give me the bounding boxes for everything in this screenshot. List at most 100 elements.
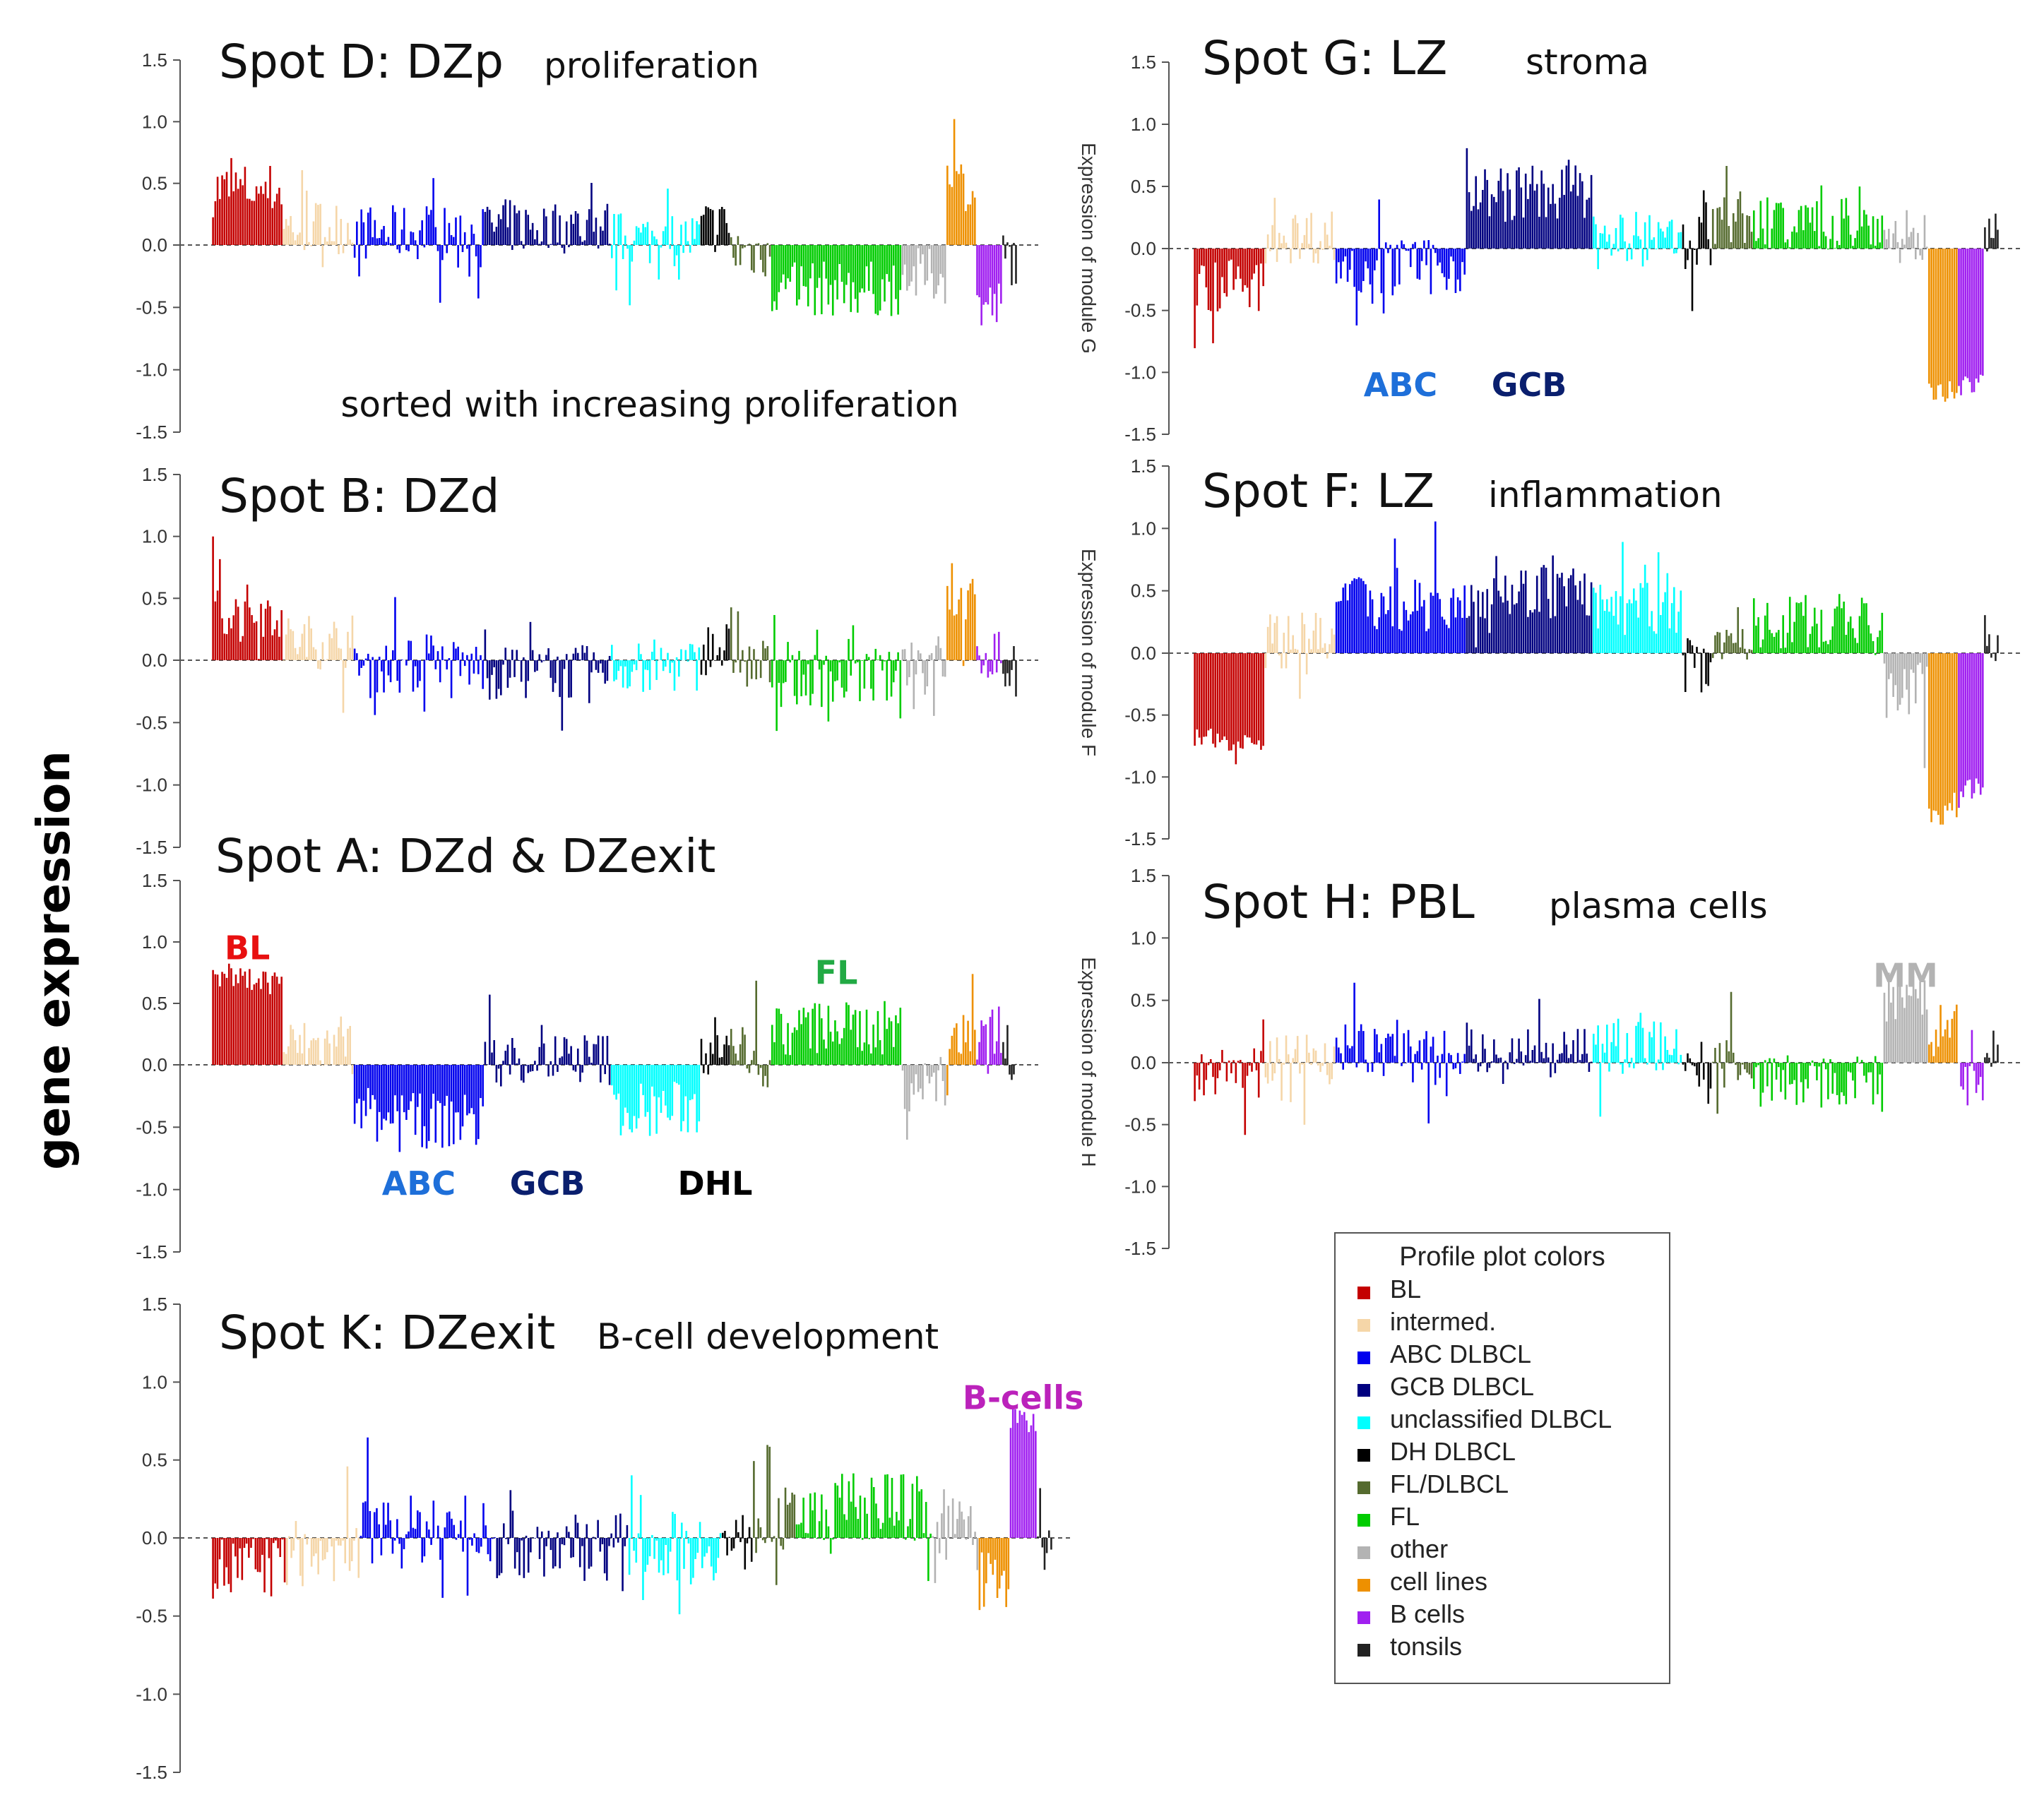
legend-title: Profile plot colors — [1399, 1242, 1605, 1272]
y-tick-label: -0.5 — [136, 712, 167, 733]
y-tick-label: 1.5 — [142, 49, 167, 71]
annotation-label: DHL — [678, 1164, 753, 1203]
y-tick-label: 1.0 — [1131, 927, 1156, 948]
bar-group-intermed- — [283, 169, 354, 268]
annotation-label: BL — [225, 929, 270, 967]
bar-group-gcb-dlbcl — [496, 1490, 629, 1592]
bar-group-tonsils — [1037, 1488, 1052, 1570]
legend-label: unclassified DLBCL — [1390, 1404, 1612, 1433]
bar-group-other — [1883, 653, 1928, 768]
y-tick-label: 0.5 — [142, 993, 167, 1014]
legend-label: tonsils — [1390, 1632, 1462, 1661]
bar-group-cell-lines — [1928, 653, 1958, 825]
y-tick-label: 0.0 — [1131, 1052, 1156, 1073]
bar-group-other — [1883, 972, 1928, 1063]
y-tick-label: 0.5 — [142, 1450, 167, 1471]
panel-subtitle: B-cell development — [597, 1316, 939, 1357]
bar-group-fl-dlbcl — [1711, 607, 1753, 660]
bar-group-cell-lines — [946, 974, 976, 1096]
panel-title: Spot B: DZd — [219, 469, 499, 523]
bar-group-other — [932, 1489, 979, 1583]
legend-label: B cells — [1390, 1599, 1465, 1628]
panel-ylabel: Expression of module F — [1078, 549, 1100, 756]
bar-group-b-cells — [976, 1006, 1002, 1074]
y-tick-label: 0.5 — [1131, 580, 1156, 602]
y-tick-label: -0.5 — [136, 1116, 167, 1138]
bar-group-intermed- — [1264, 1034, 1336, 1125]
legend-label: DH DLBCL — [1390, 1437, 1516, 1466]
y-tick-label: -1.0 — [136, 1683, 167, 1705]
legend-swatch — [1357, 1449, 1370, 1462]
y-tick-label: -1.0 — [1124, 362, 1156, 383]
panel-title: Spot G: LZ — [1202, 31, 1447, 85]
bar-group-abc-dlbcl — [360, 1437, 496, 1598]
bar-group-bl — [212, 1538, 286, 1599]
legend-swatch — [1357, 1546, 1370, 1559]
bar-group-tonsils — [1002, 235, 1017, 285]
y-tick-label: -1.5 — [1124, 828, 1156, 849]
bar-group-fl — [1752, 185, 1884, 250]
legend-label: BL — [1390, 1275, 1421, 1303]
y-tick-label: 1.5 — [1131, 455, 1156, 477]
panel-title: Spot A: DZd & DZexit — [215, 829, 715, 883]
legend-label: ABC DLBCL — [1390, 1339, 1531, 1368]
legend-label: FL — [1390, 1502, 1420, 1531]
bar-group-gcb-dlbcl — [1466, 998, 1593, 1085]
y-tick-label: -1.5 — [1124, 1238, 1156, 1259]
y-tick-label: 1.0 — [1131, 114, 1156, 135]
bar-group-cell-lines — [1928, 1004, 1958, 1063]
y-tick-label: 1.0 — [1131, 518, 1156, 539]
bar-group-dh-dlbcl — [721, 1515, 753, 1570]
bar-group-other — [1883, 210, 1928, 263]
bar-group-other — [901, 636, 946, 716]
bar-group-bl — [1194, 653, 1264, 765]
panels: 1.5 1.0 0.5 0.0 -0.5 -1.0 -1.5 Spot D: DZp proli… — [136, 31, 2020, 1783]
bar-group-intermed- — [285, 1466, 360, 1587]
bar-group-dh-dlbcl — [1682, 638, 1712, 693]
legend-swatch — [1357, 1611, 1370, 1624]
bar-group-gcb-dlbcl — [1466, 148, 1593, 249]
bar-group-fl-dlbcl — [730, 236, 771, 277]
panel-D: 1.5 1.0 0.5 0.0 -0.5 -1.0 -1.5 Spot D: DZp proli… — [136, 35, 1038, 443]
y-tick-label: -1.5 — [136, 837, 167, 858]
y-tick-label: -0.5 — [1124, 300, 1156, 321]
y-tick-label: -1.5 — [136, 1762, 167, 1783]
bar-group-abc-dlbcl — [353, 1065, 484, 1152]
bar-group-tonsils — [1002, 1025, 1017, 1080]
global-ylabel: gene expression — [28, 751, 81, 1170]
bar-group-b-cells — [976, 631, 1002, 678]
bar-group-unclassified-dlbcl — [611, 189, 701, 306]
y-tick-label: 0.0 — [142, 650, 167, 671]
legend-swatch — [1357, 1384, 1370, 1397]
legend-label: other — [1390, 1534, 1448, 1563]
bar-group-unclassified-dlbcl — [611, 639, 701, 692]
bar-group-unclassified-dlbcl — [1593, 212, 1682, 270]
bar-group-bl — [1194, 249, 1264, 349]
legend-label: GCB DLBCL — [1390, 1372, 1534, 1401]
bar-group-cell-lines — [1928, 249, 1958, 402]
bar-group-b-cells — [1958, 249, 1984, 395]
y-tick-label: -1.0 — [136, 359, 167, 381]
bar-group-cell-lines — [946, 563, 976, 667]
annotation-label: ABC — [1364, 366, 1437, 404]
bar-group-bl — [1194, 1019, 1264, 1135]
bar-group-fl — [771, 1001, 902, 1065]
bar-group-fl-dlbcl — [730, 980, 771, 1087]
legend-swatch — [1357, 1514, 1370, 1527]
bar-group-intermed- — [283, 615, 354, 713]
y-tick-label: 0.0 — [1131, 643, 1156, 664]
bar-group-unclassified-dlbcl — [611, 1065, 701, 1136]
bar-group-abc-dlbcl — [1335, 982, 1466, 1124]
bar-group-dh-dlbcl — [700, 206, 730, 252]
annotation-label: MM — [1873, 956, 1938, 994]
y-tick-label: -0.5 — [1124, 1114, 1156, 1135]
bar-group-dh-dlbcl — [700, 624, 730, 676]
panel-ylabel: Expression of module G — [1078, 143, 1100, 354]
bar-group-b-cells — [976, 245, 1002, 326]
bar-group-b-cells — [1958, 653, 1984, 808]
panel-A: 1.5 1.0 0.5 0.0 -0.5 -1.0 -1.5 Spot A: DZd & DZ… — [136, 829, 1038, 1263]
bar-group-tonsils — [1984, 213, 1999, 252]
y-tick-label: -1.5 — [1124, 424, 1156, 445]
y-tick-label: 0.0 — [1131, 238, 1156, 259]
